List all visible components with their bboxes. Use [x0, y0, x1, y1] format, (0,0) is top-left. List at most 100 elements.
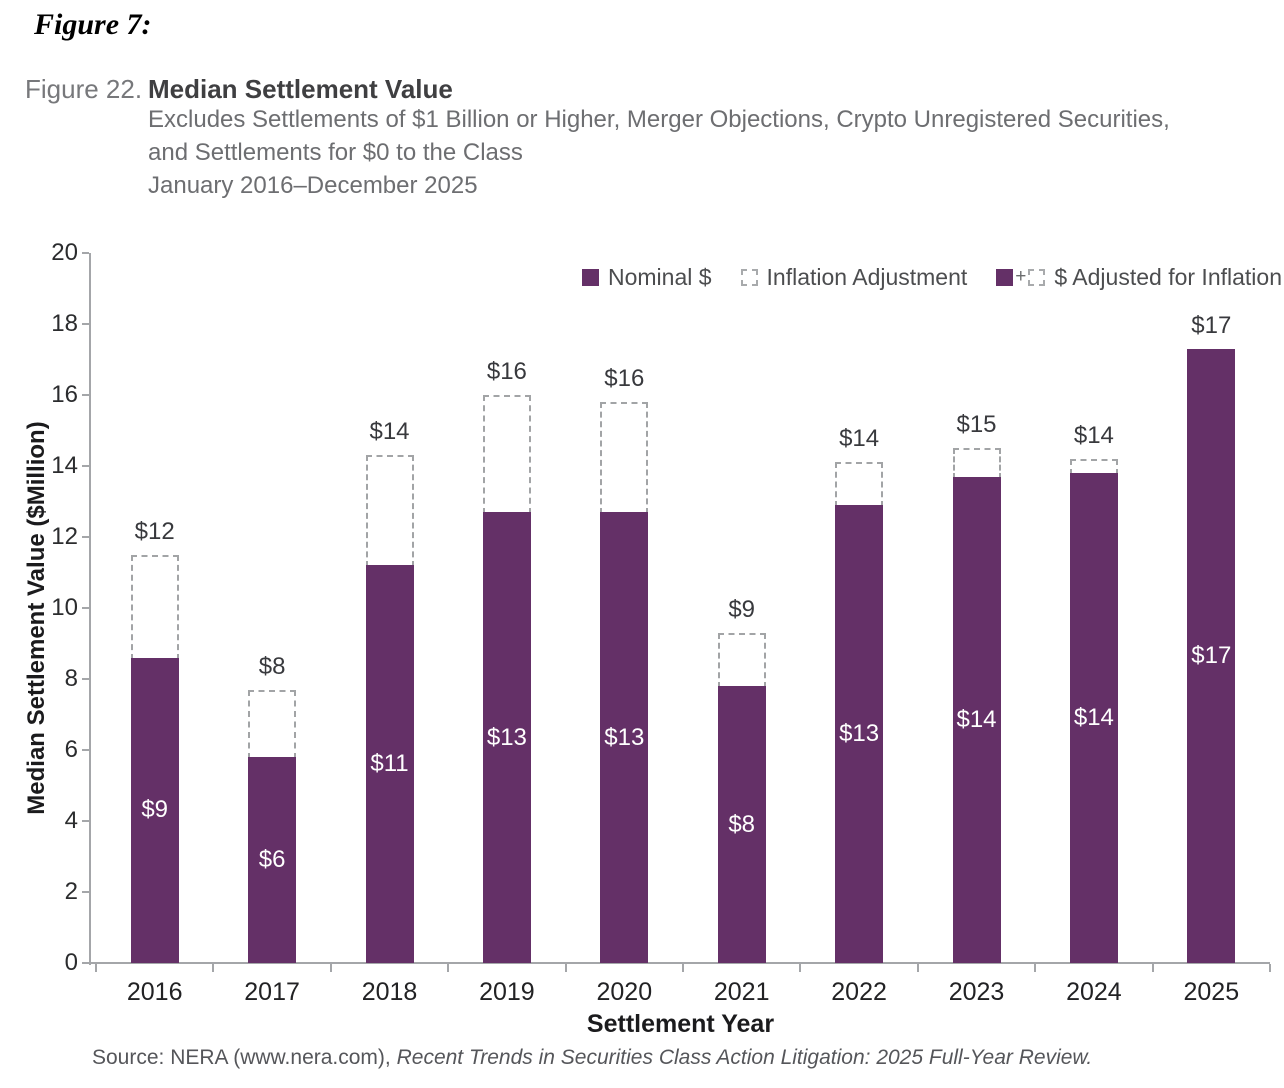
- nominal-bar: [482, 512, 531, 963]
- legend-solid-swatch-icon: [582, 268, 599, 286]
- x-tick-label: 2017: [244, 978, 300, 1006]
- chart-title: Median Settlement Value: [148, 74, 453, 104]
- legend-label: $ Adjusted for Inflation: [1054, 263, 1282, 290]
- x-tick-label: 2024: [1066, 978, 1122, 1006]
- y-tick-label: 6: [64, 736, 78, 763]
- x-tick-label: 2021: [713, 978, 770, 1006]
- inflation-adjustment-segment: [835, 462, 884, 508]
- legend-item-inflation-adjustment: Inflation Adjustment: [740, 263, 968, 291]
- y-tick-mark: [82, 323, 89, 325]
- x-tick-mark: [799, 964, 802, 972]
- nominal-value-label: $13: [839, 720, 880, 748]
- nominal-value-label: $14: [1073, 704, 1114, 732]
- inflation-adjustment-segment: [600, 402, 649, 515]
- y-tick-mark: [82, 607, 89, 609]
- y-tick-label: 16: [51, 381, 78, 408]
- adjusted-value-label: $15: [956, 411, 997, 439]
- figure-number: Figure 22.: [25, 74, 143, 104]
- x-tick-label: 2018: [361, 978, 418, 1006]
- adjusted-value-label: $14: [369, 418, 410, 446]
- legend-label: Inflation Adjustment: [766, 263, 968, 290]
- nominal-value-label: $13: [604, 723, 645, 751]
- y-tick-label: 4: [64, 807, 78, 834]
- inflation-adjustment-segment: [248, 689, 297, 760]
- x-tick-mark: [447, 964, 450, 972]
- nominal-value-label: $13: [486, 723, 527, 751]
- y-axis-line: [89, 253, 91, 965]
- y-tick-label: 0: [64, 949, 78, 976]
- y-tick-label: 18: [51, 310, 78, 337]
- y-tick-label: 8: [64, 665, 78, 692]
- y-tick-label: 20: [51, 239, 78, 266]
- nominal-value-label: $14: [956, 705, 997, 733]
- adjusted-value-label: $8: [258, 652, 286, 680]
- legend-solid-swatch-icon: [996, 268, 1014, 286]
- source-publication: Recent Trends in Securities Class Action…: [396, 1046, 1093, 1069]
- legend-item-nominal: Nominal $: [582, 264, 712, 291]
- x-tick-label: 2019: [479, 978, 535, 1006]
- x-tick-label: 2022: [831, 978, 887, 1006]
- adjusted-value-label: $9: [728, 595, 756, 623]
- adjusted-value-label: $16: [486, 358, 527, 385]
- legend-dashed-swatch-icon: [740, 268, 758, 286]
- nominal-bar: [717, 686, 766, 963]
- legend-dashed-swatch-icon: [1028, 268, 1046, 286]
- y-tick-label: 10: [51, 594, 78, 621]
- legend-item-adjusted-for-inflation: + $ Adjusted for Inflation: [996, 264, 1282, 291]
- nominal-bar: [130, 657, 179, 963]
- inflation-adjustment-segment: [482, 395, 531, 515]
- y-tick-label: 12: [51, 523, 78, 550]
- x-axis-line: [89, 962, 1270, 964]
- x-tick-mark: [1269, 964, 1271, 972]
- nominal-bar: [365, 565, 414, 963]
- y-tick-mark: [82, 891, 89, 893]
- x-tick-mark: [95, 964, 97, 972]
- x-tick-mark: [564, 964, 567, 972]
- x-tick-mark: [212, 964, 215, 972]
- x-tick-mark: [682, 964, 684, 972]
- y-tick-mark: [82, 820, 89, 822]
- adjusted-value-label: $12: [134, 517, 175, 545]
- nominal-value-label: $9: [141, 796, 169, 824]
- y-tick-mark: [82, 465, 89, 467]
- x-tick-mark: [1034, 964, 1037, 972]
- y-tick-mark: [82, 394, 89, 396]
- nominal-value-label: $17: [1191, 641, 1232, 669]
- adjusted-value-label: $14: [1073, 421, 1114, 449]
- nominal-bar: [835, 505, 884, 963]
- y-tick-mark: [82, 678, 89, 680]
- nominal-value-label: $6: [258, 846, 286, 874]
- x-tick-label: 2020: [596, 978, 653, 1006]
- x-tick-label: 2025: [1183, 978, 1240, 1006]
- inflation-adjustment-segment: [952, 448, 1001, 479]
- adjusted-value-label: $14: [839, 425, 880, 453]
- adjusted-value-label: $17: [1191, 311, 1232, 339]
- y-tick-mark: [82, 536, 89, 538]
- inflation-adjustment-segment: [365, 455, 414, 568]
- figure-tag: Figure 7:: [34, 8, 152, 41]
- x-tick-label: 2016: [126, 978, 183, 1006]
- chart-subtitle-line-3: January 2016–December 2025: [148, 172, 478, 199]
- x-tick-mark: [1151, 964, 1154, 972]
- inflation-adjustment-segment: [717, 632, 766, 689]
- chart-legend: Nominal $ Inflation Adjustment + $ Adjusted…: [582, 263, 1282, 291]
- nominal-bar: [952, 476, 1001, 963]
- chart-subtitle-line-2: and Settlements for $0 to the Class: [148, 139, 523, 166]
- nominal-bar: [1069, 473, 1118, 963]
- y-tick-mark: [82, 749, 89, 751]
- source-note: Source: NERA (www.nera.com), Recent Tren…: [92, 1046, 1092, 1070]
- legend-label: Nominal $: [608, 263, 712, 290]
- y-tick-label: 14: [51, 452, 78, 479]
- y-tick-label: 2: [64, 878, 78, 905]
- nominal-bar: [248, 757, 297, 963]
- adjusted-value-label: $16: [604, 365, 645, 393]
- y-tick-mark: [82, 252, 89, 254]
- x-tick-label: 2023: [948, 978, 1005, 1006]
- legend-plus-sign: +: [1015, 266, 1027, 287]
- y-tick-mark: [82, 962, 89, 964]
- x-axis-title: Settlement Year: [586, 1010, 775, 1038]
- nominal-bar: [600, 512, 649, 963]
- x-tick-mark: [329, 964, 332, 972]
